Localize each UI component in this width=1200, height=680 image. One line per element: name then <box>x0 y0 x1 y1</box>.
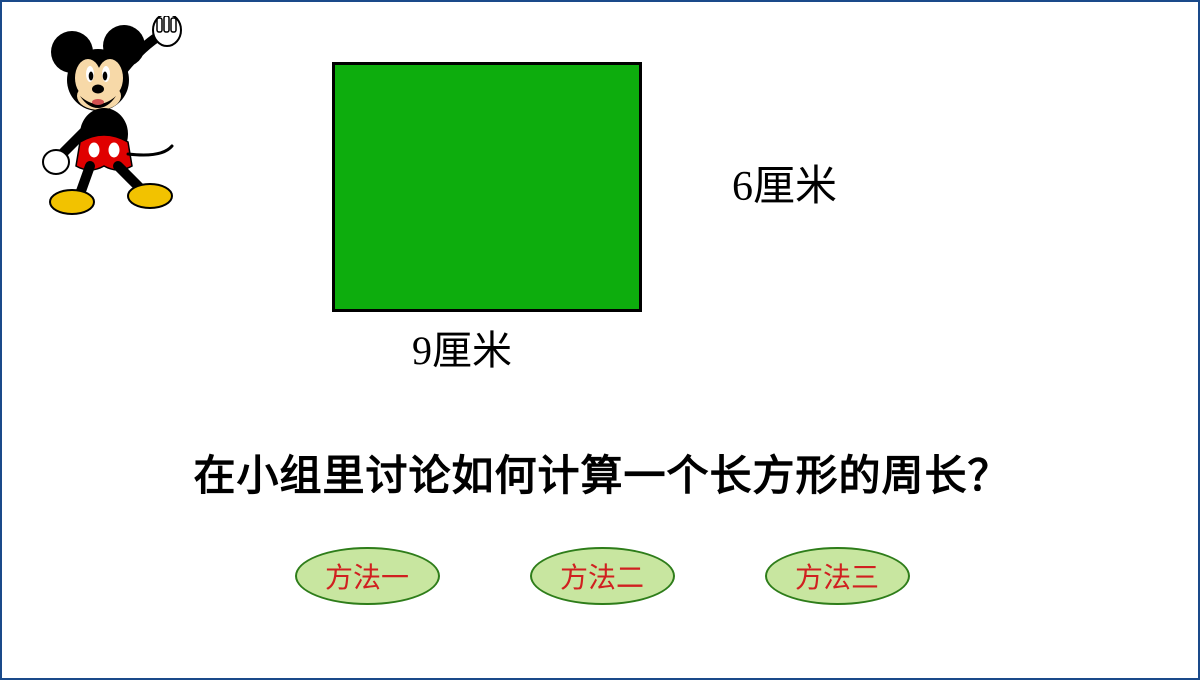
method-3-button[interactable]: 方法三 <box>765 547 910 605</box>
mascot-mickey <box>32 16 212 216</box>
question-text: 在小组里讨论如何计算一个长方形的周长？ <box>2 442 1200 503</box>
method-1-label: 方法一 <box>325 556 409 596</box>
rectangle-shape <box>332 62 642 312</box>
rectangle-diagram <box>332 62 642 312</box>
method-buttons-row: 方法一 方法二 方法三 <box>2 547 1200 605</box>
method-2-button[interactable]: 方法二 <box>530 547 675 605</box>
method-2-label: 方法二 <box>560 556 644 596</box>
rectangle-width-label: 9厘米 <box>412 318 512 376</box>
rectangle-height-label: 6厘米 <box>732 152 837 213</box>
method-1-button[interactable]: 方法一 <box>295 547 440 605</box>
method-3-label: 方法三 <box>795 556 879 596</box>
